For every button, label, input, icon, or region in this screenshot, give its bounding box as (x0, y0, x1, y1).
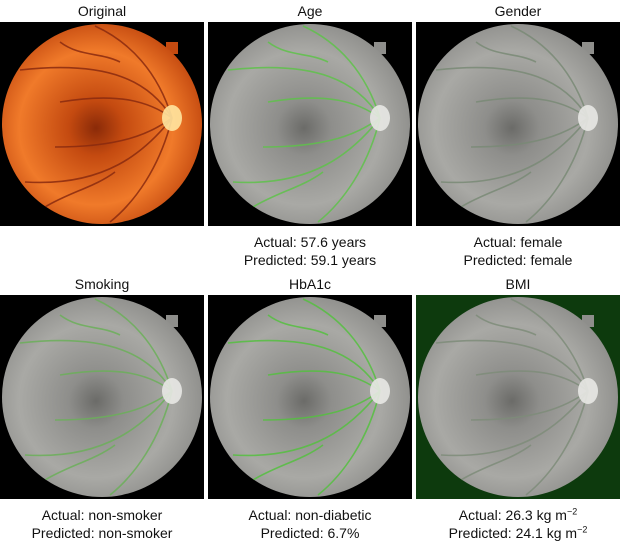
vessel (94, 25, 173, 119)
fundus-image (416, 22, 620, 226)
vessel (252, 171, 324, 208)
vessel (109, 117, 173, 223)
optic-disc (370, 378, 390, 404)
vessel (435, 66, 589, 119)
panel-title: Original (77, 3, 127, 19)
caption: Actual: female (406, 233, 620, 251)
vessel (59, 314, 121, 336)
vessel (232, 390, 381, 457)
caption-text: Predicted: 24.1 kg m (448, 525, 578, 541)
panel: BMI Actual: 26.3 kg m−2 Predicted: 24.1 kg… (416, 275, 620, 541)
fundus-image (416, 295, 620, 499)
fundus-image (0, 295, 204, 499)
vessel (317, 117, 381, 223)
optic-disc (370, 105, 390, 131)
vessel (317, 390, 381, 496)
vessels (19, 298, 173, 496)
vessel (109, 390, 173, 496)
vessel (440, 390, 589, 457)
vessel (227, 339, 381, 392)
vessel (525, 117, 589, 223)
vessel (460, 171, 532, 208)
optic-disc (578, 105, 598, 131)
caption: Actual: 57.6 years (198, 233, 422, 251)
caption: Predicted: 24.1 kg m−2 (406, 524, 620, 542)
fundus-image (208, 22, 412, 226)
vessels (227, 298, 381, 496)
vessel (302, 298, 381, 392)
caption-text: Actual: female (473, 234, 563, 250)
panel: HbA1c Actual: non-diabetic Predicted: 6.7% (208, 275, 412, 541)
vessel (232, 117, 381, 184)
optic-disc (162, 105, 182, 131)
panel-title: Age (297, 3, 323, 19)
vessels (227, 25, 381, 223)
caption-text: Actual: non-diabetic (248, 507, 372, 523)
optic-disc (162, 378, 182, 404)
vessel (44, 171, 116, 208)
vessel (94, 298, 173, 392)
caption-text: Predicted: female (463, 252, 573, 268)
panel-title: Gender (494, 3, 542, 19)
panel-title: HbA1c (288, 276, 332, 292)
optic-disc (578, 378, 598, 404)
caption: Predicted: non-smoker (0, 524, 214, 542)
vessel (19, 66, 173, 119)
caption: Actual: 26.3 kg m−2 (406, 506, 620, 524)
panel: Age Actual: 57.6 years Predicted: 59.1 yea… (208, 2, 412, 268)
vessel (510, 298, 589, 392)
caption-text: Predicted: 59.1 years (243, 252, 377, 268)
panel-title: Smoking (74, 276, 130, 292)
panel-title: BMI (505, 276, 531, 292)
vessel (24, 390, 173, 457)
caption-text: Predicted: 6.7% (260, 525, 360, 541)
fundus-image (208, 295, 412, 499)
vessel (44, 444, 116, 481)
vessel (19, 339, 173, 392)
vessel (24, 117, 173, 184)
caption-text: Actual: 57.6 years (253, 234, 367, 250)
caption: Actual: non-diabetic (198, 506, 422, 524)
vessel (302, 25, 381, 119)
fundus-image (0, 22, 204, 226)
vessel (435, 339, 589, 392)
vessel (510, 25, 589, 119)
caption-superscript: −2 (577, 524, 588, 535)
caption-text: Predicted: non-smoker (31, 525, 173, 541)
vessel (525, 390, 589, 496)
caption: Predicted: female (406, 251, 620, 269)
panel: Gender Actual: female Predicted: female (416, 2, 620, 268)
vessels (435, 25, 589, 223)
vessels (435, 298, 589, 496)
caption: Predicted: 6.7% (198, 524, 422, 542)
vessel (475, 41, 537, 63)
vessel (252, 444, 324, 481)
caption-superscript: −2 (566, 506, 578, 517)
vessel (227, 66, 381, 119)
caption-text: Actual: 26.3 kg m (458, 507, 567, 523)
vessel (475, 314, 537, 336)
vessel (59, 41, 121, 63)
vessel (460, 444, 532, 481)
panel: Smoking Actual: non-smoker Predicted: non-… (0, 275, 204, 541)
caption: Predicted: 59.1 years (198, 251, 422, 269)
caption-text: Actual: non-smoker (41, 507, 163, 523)
vessel (267, 41, 329, 63)
panel: Original (0, 2, 204, 262)
vessel (440, 117, 589, 184)
vessel (267, 314, 329, 336)
caption: Actual: non-smoker (0, 506, 214, 524)
